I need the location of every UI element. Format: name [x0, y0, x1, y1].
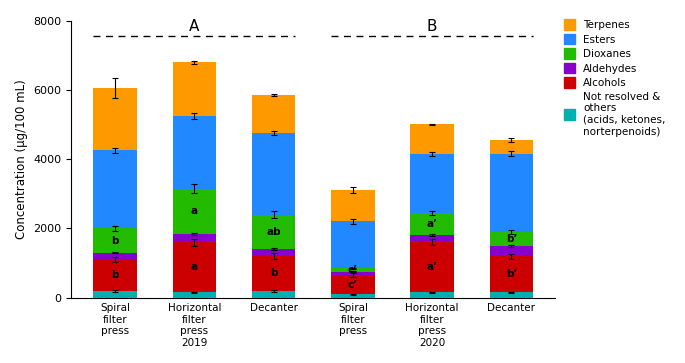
Bar [93, 291, 137, 298]
Y-axis label: Concentration (µg/100 mL): Concentration (µg/100 mL) [15, 79, 28, 239]
Bar [173, 293, 216, 298]
Text: b: b [112, 236, 119, 245]
Bar [410, 242, 454, 293]
Text: a’: a’ [427, 219, 438, 229]
Bar [331, 221, 375, 268]
Bar [410, 213, 454, 235]
Text: a’: a’ [427, 262, 438, 272]
Bar [173, 233, 216, 242]
Bar [93, 228, 137, 253]
Bar [331, 272, 375, 275]
Bar [490, 140, 533, 154]
Text: b: b [270, 268, 277, 278]
Bar [331, 268, 375, 272]
Bar [331, 190, 375, 221]
Bar [93, 88, 137, 150]
Bar [173, 242, 216, 293]
Bar [331, 275, 375, 294]
Bar [173, 188, 216, 233]
Text: b’: b’ [506, 234, 517, 244]
Text: a: a [191, 206, 198, 216]
Bar [252, 95, 295, 133]
Text: B: B [427, 19, 438, 34]
Text: ab: ab [266, 227, 281, 237]
Bar [490, 256, 533, 293]
Bar [252, 291, 295, 298]
Bar [252, 133, 295, 215]
Bar [173, 62, 216, 116]
Bar [490, 154, 533, 232]
Bar [490, 293, 533, 298]
Bar [252, 249, 295, 256]
Text: b: b [112, 270, 119, 280]
Text: c’: c’ [348, 265, 358, 275]
Bar [490, 246, 533, 256]
Text: b’: b’ [506, 269, 517, 279]
Bar [410, 235, 454, 242]
Bar [93, 253, 137, 260]
Bar [173, 116, 216, 188]
Bar [93, 260, 137, 291]
Text: a: a [191, 262, 198, 272]
Text: c’: c’ [348, 280, 358, 290]
Bar [410, 293, 454, 298]
Bar [331, 294, 375, 298]
Bar [410, 125, 454, 154]
Bar [252, 256, 295, 291]
Text: A: A [189, 19, 199, 34]
Bar [410, 154, 454, 213]
Bar [490, 232, 533, 246]
Bar [93, 150, 137, 228]
Bar [252, 215, 295, 249]
Legend: Terpenes, Esters, Dioxanes, Aldehydes, Alcohols, Not resolved &
others
(acids, k: Terpenes, Esters, Dioxanes, Aldehydes, A… [560, 15, 669, 141]
